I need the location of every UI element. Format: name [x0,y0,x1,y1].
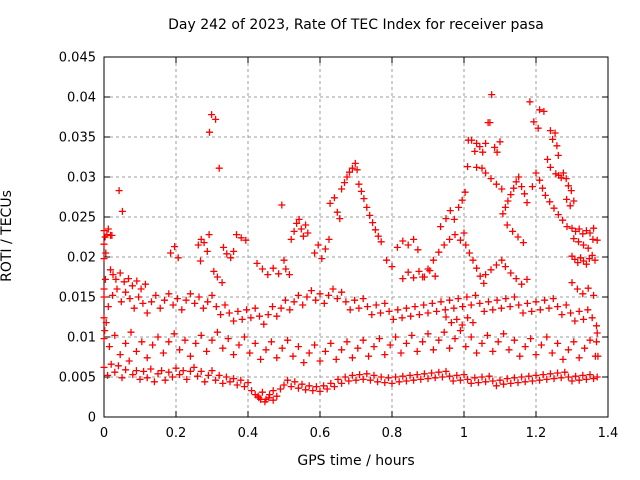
x-tick-label: 0.8 [382,426,403,441]
y-tick-label: 0.045 [59,51,96,66]
scatter-points [100,91,602,406]
y-tick-label: 0.035 [59,131,96,146]
chart-title: Day 242 of 2023, Rate Of TEC Index for r… [168,17,544,33]
tick-marks [103,56,609,418]
y-tick-label: 0.04 [67,91,96,106]
y-tick-label: 0.02 [67,251,96,266]
plot-border [103,56,609,418]
y-tick-label: 0.025 [59,211,96,226]
x-axis-label: GPS time / hours [297,453,415,469]
x-tick-label: 1 [460,426,468,441]
x-tick-label: 0.2 [166,426,187,441]
y-tick-label: 0 [88,411,96,426]
y-tick-label: 0.005 [59,371,96,386]
y-tick-label: 0.015 [59,291,96,306]
y-tick-label: 0.03 [67,171,96,186]
x-tick-label: 0.4 [238,426,259,441]
x-tick-label: 0.6 [310,426,331,441]
x-tick-label: 1.4 [598,426,619,441]
x-tick-label: 1.2 [526,426,547,441]
grid-lines [104,57,608,417]
x-tick-label: 0 [100,426,108,441]
y-tick-label: 0.01 [67,331,96,346]
